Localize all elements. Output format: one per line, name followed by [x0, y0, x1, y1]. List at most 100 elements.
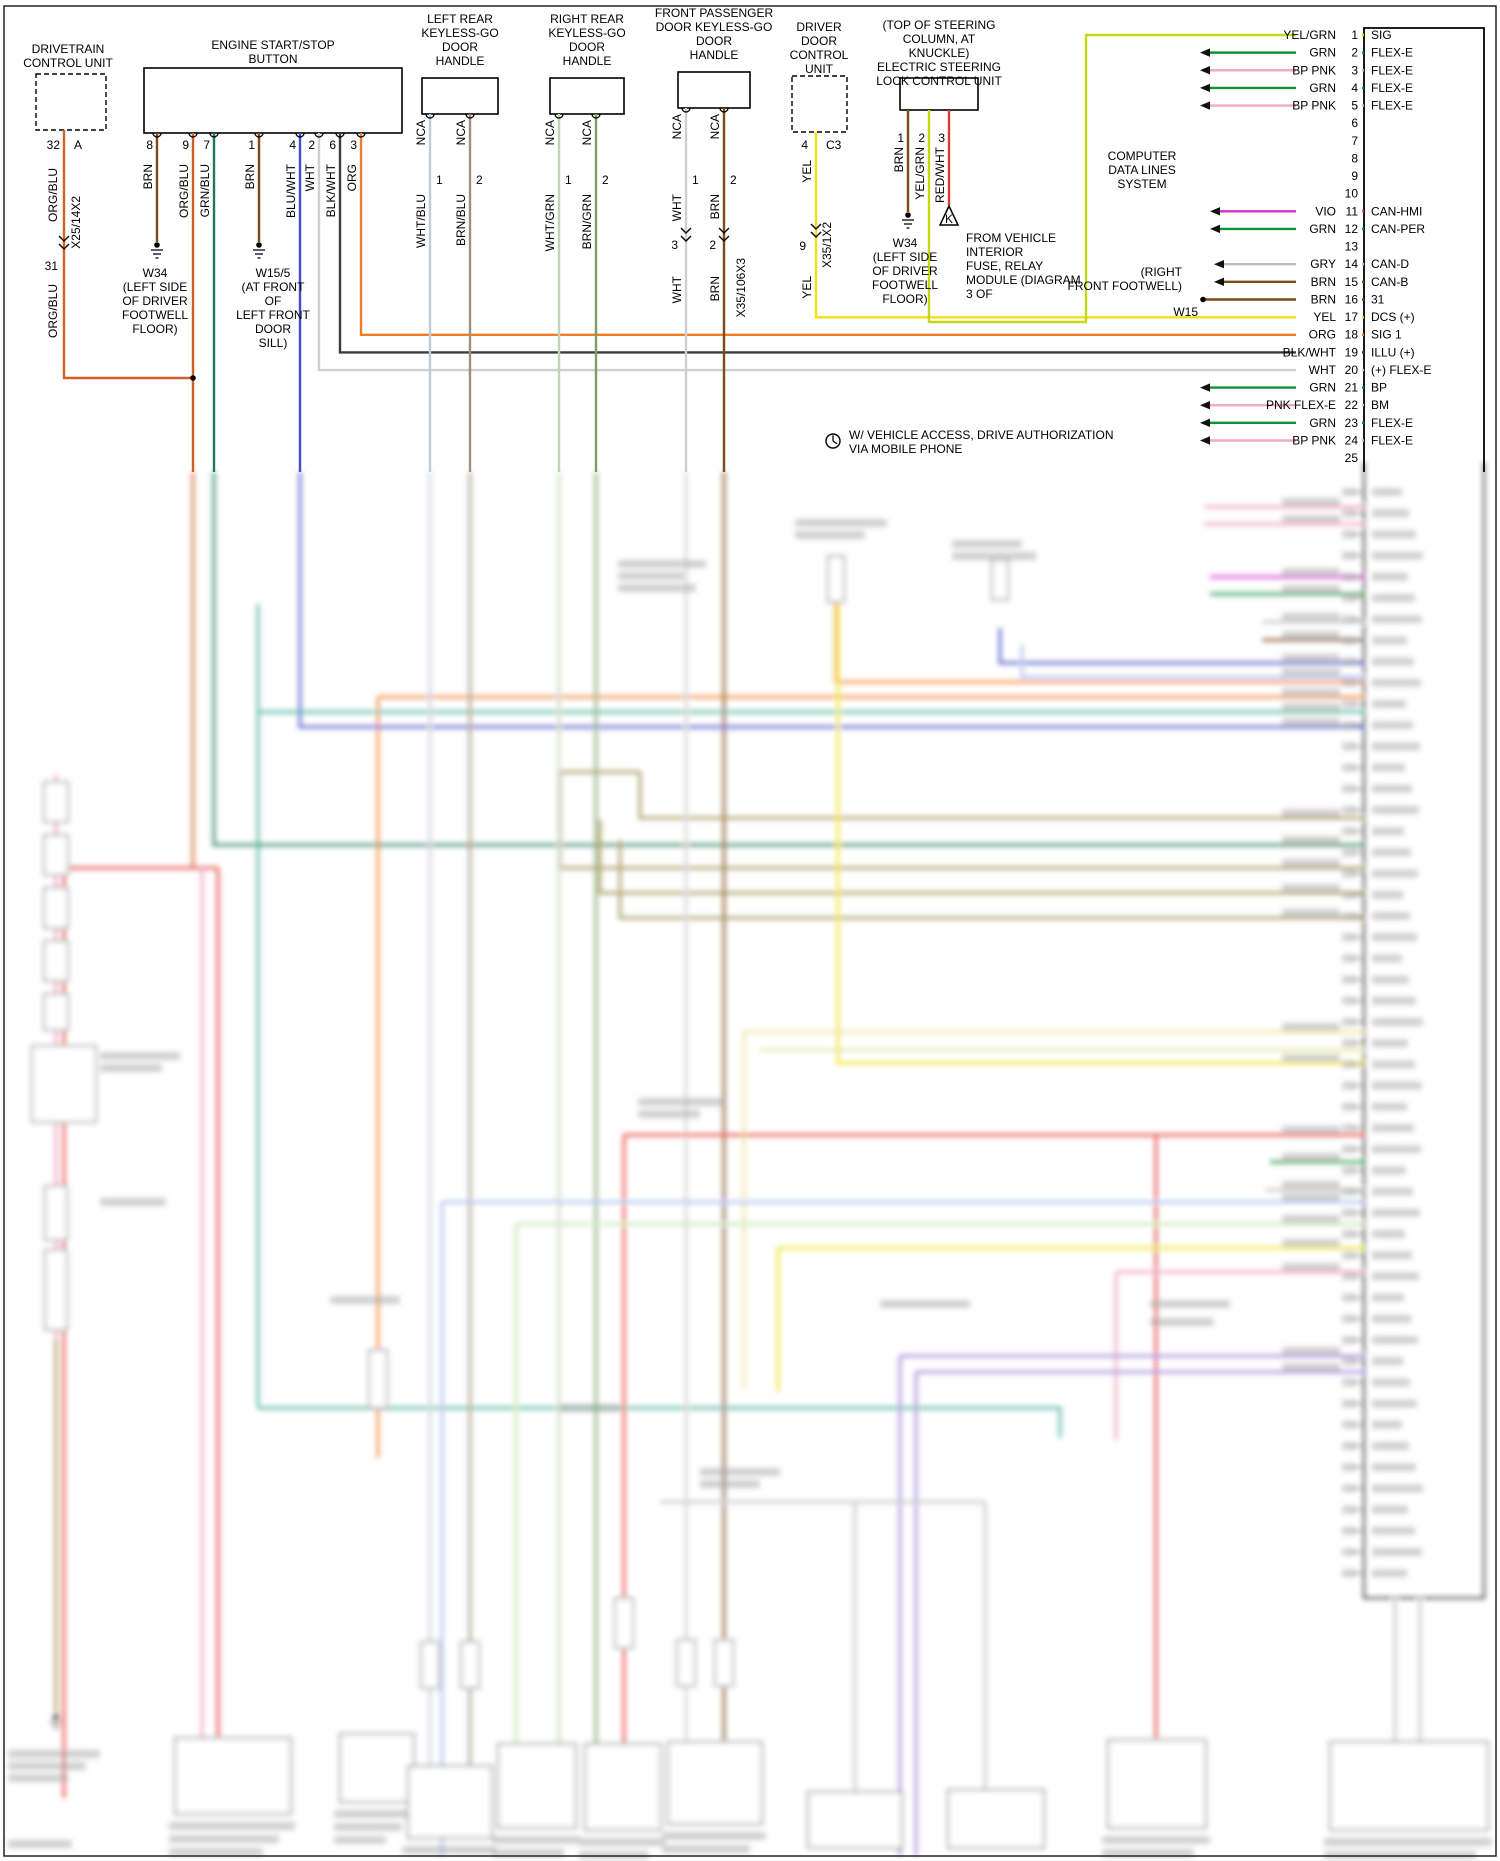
connector-signal-label: DCS (+) [1371, 310, 1415, 324]
connector-pin-number: 12 [1345, 222, 1359, 236]
blurred-text-blob [1342, 488, 1356, 496]
blurred-text-blob [880, 1300, 970, 1308]
blurred-text-blob [1372, 975, 1409, 984]
wire-ORG [359, 133, 1364, 336]
connector-wire-label: BRN [1311, 292, 1336, 306]
blurred-text-blob [1282, 1363, 1340, 1371]
wire-arrow-icon [1214, 277, 1224, 287]
fp-connector-pin: 2 [709, 238, 716, 252]
drivetrain-wire-label: ORG/BLU [46, 168, 60, 222]
connector-signal-label: FLEX-E [1371, 63, 1413, 77]
drivetrain-wire-label2: ORG/BLU [46, 284, 60, 338]
blurred-text-blob [1342, 1484, 1356, 1493]
engine-pin-number: 4 [289, 138, 296, 152]
blurred-text-blob [334, 1836, 386, 1844]
blurred-text-blob [618, 572, 684, 580]
w15-ground-label: W15 [1173, 305, 1198, 319]
nca-label: NCA [580, 120, 594, 145]
ground-w34-steering-location: (LEFT SIDE OF DRIVER FOOTWELL FLOOR) [871, 250, 938, 307]
wire-arrow-icon [1210, 224, 1220, 234]
blurred-text-blob [1372, 1272, 1419, 1281]
label-halo [1296, 346, 1362, 359]
blurred-component [43, 834, 69, 876]
blurred-text-blob [1342, 1187, 1356, 1196]
drivetrain-title: DRIVETRAIN CONTROL UNIT [23, 42, 113, 71]
connector-signal-label: FLEX-E [1371, 99, 1413, 113]
connector-pin-number: 3 [1351, 63, 1358, 77]
connector-pin-number: 9 [1351, 169, 1358, 183]
blurred-text-blob [1372, 636, 1407, 645]
handle-pin-number: 2 [476, 173, 483, 187]
label-halo [1296, 64, 1362, 77]
blurred-component [44, 1185, 68, 1241]
blurred-text-blob [1372, 1208, 1420, 1217]
blurred-text-blob [1372, 572, 1408, 581]
pin-socket [719, 107, 729, 113]
right-rear-handle-box [549, 77, 625, 115]
wire-WHT [317, 133, 1364, 372]
connector-pin-number: 19 [1345, 345, 1359, 359]
engine-wire-label: ORG/BLU [177, 164, 191, 218]
blurred-text-blob [1372, 1420, 1402, 1429]
pin-socket [254, 132, 264, 138]
engine-pin-number: 7 [203, 138, 210, 152]
handle-pin-number: 2 [730, 173, 737, 187]
blurred-text-blob [8, 1840, 72, 1848]
blurred-text-blob [1372, 1378, 1410, 1387]
handle-wire-label: BRN [708, 194, 722, 219]
ground-w15-5-name: W15/5 [255, 266, 291, 280]
connector-wire-label: BRN [1311, 275, 1336, 289]
blurred-text-blob [1342, 1230, 1356, 1238]
wire-OLV [638, 772, 1364, 820]
handle-pin-number: 1 [692, 173, 699, 187]
blurred-text-blob [1282, 1181, 1340, 1189]
label-halo [1296, 99, 1362, 112]
blurred-text-blob [1372, 912, 1410, 920]
blurred-text-blob [1342, 933, 1356, 942]
driver-door-box [791, 75, 848, 133]
blurred-text-blob [1282, 859, 1340, 867]
engine-wire-label: GRN/BLU [198, 164, 212, 217]
blurred-text-blob [1342, 657, 1356, 666]
blurred-component [31, 1045, 97, 1123]
connector-pin-number: 7 [1351, 134, 1358, 148]
blurred-text-blob [1372, 1548, 1422, 1556]
dd-pin-number: C3 [826, 138, 842, 152]
blurred-text-blob [334, 1823, 402, 1831]
blurred-text-blob [1342, 848, 1356, 857]
blurred-component [43, 940, 69, 982]
blurred-text-blob [1342, 890, 1356, 899]
blurred-text-blob [700, 1480, 760, 1488]
wire-YEL [814, 132, 1364, 319]
wire-YEL_GRN [927, 33, 1364, 324]
ground-icon [50, 1720, 62, 1730]
engine-pin-number: 6 [329, 138, 336, 152]
steering-lock-box [899, 77, 979, 111]
blurred-component [43, 993, 69, 1031]
blurred-text-blob [1102, 1836, 1210, 1844]
blurred-module [339, 1733, 415, 1803]
ground-icon [253, 249, 265, 259]
blurred-component [44, 1249, 68, 1331]
blurred-module [807, 1791, 903, 1849]
connector-signal-label: CAN-HMI [1371, 204, 1422, 218]
drivetrain-pin-number: 32 [47, 138, 61, 152]
ground-w15-5-location: (AT FRONT OF LEFT FRONT DOOR SILL) [236, 280, 310, 351]
blurred-text-blob [1282, 1054, 1340, 1062]
blurred-text-blob [1282, 1023, 1340, 1031]
blurred-text-blob [1342, 1060, 1356, 1069]
blurred-text-blob [1150, 1318, 1214, 1326]
connector-wire-label: YEL/GRN [1283, 28, 1336, 42]
blurred-text-blob [1342, 594, 1356, 602]
computer-data-lines-label: COMPUTER DATA LINES SYSTEM [1107, 149, 1177, 192]
blurred-text-blob [1282, 1126, 1340, 1134]
sharp-upper-region: 8 BRN 9 ORG/BLU 7 GRN/BLU 1 BRN 4 BLU/WHT 2 WHT 6 BLK… [3, 5, 1497, 1857]
engine-pin-number: 9 [182, 138, 189, 152]
blurred-text-blob [1282, 836, 1340, 844]
engine-pin-number: 1 [248, 138, 255, 152]
blurred-text-blob [1372, 1145, 1421, 1154]
blurred-text-blob [1372, 530, 1416, 539]
blurred-text-blob [1372, 1399, 1417, 1408]
blurred-text-blob [1282, 568, 1340, 576]
blurred-text-blob [1372, 1505, 1408, 1514]
